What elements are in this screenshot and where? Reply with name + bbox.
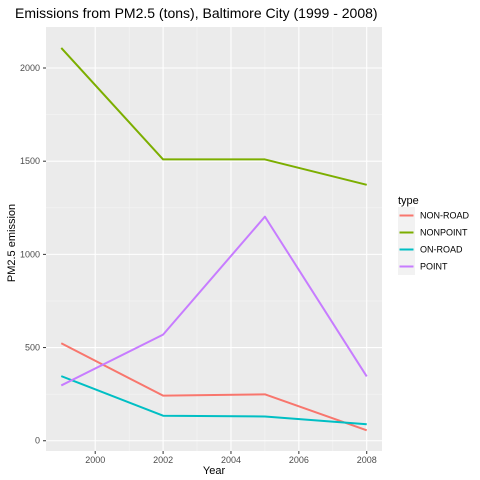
x-tick-label: 2006 xyxy=(289,455,309,465)
chart-title: Emissions from PM2.5 (tons), Baltimore C… xyxy=(15,5,378,21)
plot-panel xyxy=(46,27,382,451)
legend-label-point: POINT xyxy=(420,262,448,272)
x-tick-label: 2008 xyxy=(357,455,377,465)
legend-title: type xyxy=(398,195,419,207)
y-tick-label: 500 xyxy=(25,343,40,353)
x-tick-label: 2002 xyxy=(153,455,173,465)
legend-label-non-road: NON-ROAD xyxy=(420,211,469,221)
y-tick-label: 2000 xyxy=(20,63,40,73)
x-axis-title: Year xyxy=(203,465,226,477)
y-axis-title: PM2.5 emission xyxy=(6,204,18,282)
y-tick-label: 1000 xyxy=(20,249,40,259)
x-tick-label: 2004 xyxy=(221,455,241,465)
y-tick-label: 0 xyxy=(35,436,40,446)
legend-label-nonpoint: NONPOINT xyxy=(420,228,468,238)
y-tick-label: 1500 xyxy=(20,156,40,166)
x-tick-label: 2000 xyxy=(85,455,105,465)
legend-label-on-road: ON-ROAD xyxy=(420,245,463,255)
